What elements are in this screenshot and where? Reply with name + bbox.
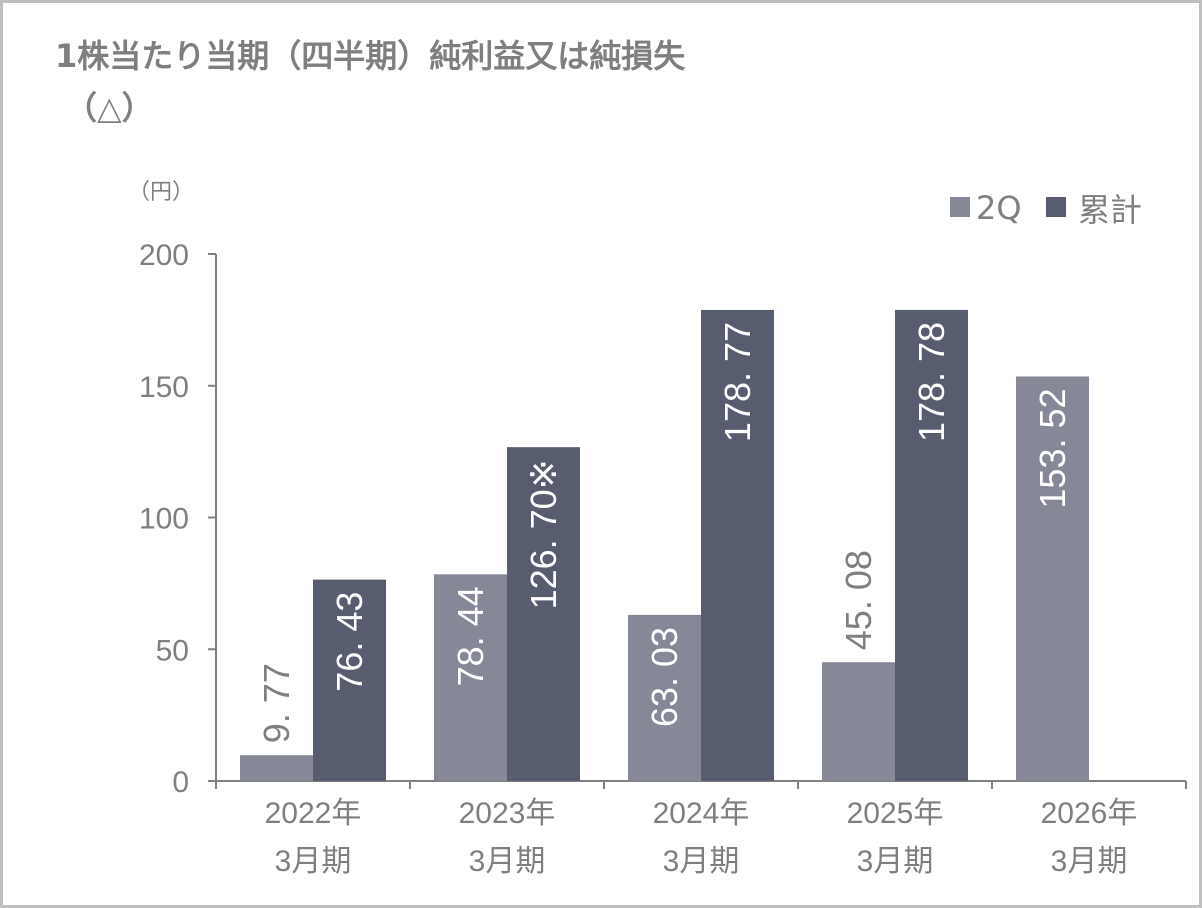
bar-cumulative: [701, 309, 774, 781]
data-label: 9. 77: [256, 663, 297, 743]
bar-cumulative: [895, 309, 968, 781]
bar-cumulative: [313, 579, 386, 781]
data-label: 178. 77: [717, 322, 758, 442]
bar-chart: 1株当たり当期（四半期）純利益又は純損失 （△） （円） 2Q 累計 0 50 10…: [55, 37, 1187, 878]
legend-swatch-2q: [950, 197, 970, 217]
x-tick-label: 2022年: [265, 797, 362, 830]
data-label: 78. 44: [450, 586, 491, 686]
x-tick-label: 2024年: [653, 797, 750, 830]
data-label: 126. 70※: [523, 459, 564, 609]
data-label: 76. 43: [329, 592, 370, 692]
x-tick-label: 3月期: [275, 845, 352, 878]
bar-2q: [1016, 376, 1089, 781]
bar-2q: [240, 755, 313, 781]
bar-2q: [822, 662, 895, 781]
bar-cumulative: [507, 447, 580, 781]
data-label: 153. 52: [1032, 388, 1073, 508]
chart-title-line-1: 1株当たり当期（四半期）純利益又は純損失: [55, 37, 686, 75]
legend-label-2q: 2Q: [976, 189, 1022, 227]
y-tick-label: 0: [172, 766, 189, 799]
x-tick-label: 3月期: [857, 845, 934, 878]
y-tick-label: 100: [139, 503, 189, 536]
x-tick-label: 2025年: [847, 797, 944, 830]
x-tick-label: 3月期: [469, 845, 546, 878]
data-label: 45. 08: [838, 550, 879, 650]
bar-2q: [434, 574, 507, 781]
x-tick-label: 2026年: [1041, 797, 1138, 830]
x-tick-label: 3月期: [1051, 845, 1128, 878]
y-tick-label: 150: [139, 371, 189, 404]
y-tick-label: 50: [156, 634, 189, 667]
x-tick-label: 3月期: [663, 845, 740, 878]
legend-label-cumulative: 累計: [1078, 191, 1142, 229]
y-tick-label: 200: [139, 239, 189, 272]
data-label: 63. 03: [644, 627, 685, 727]
data-label: 178. 78: [911, 322, 952, 442]
legend-swatch-cumulative: [1046, 197, 1066, 217]
y-axis-unit: （円）: [128, 180, 194, 205]
chart-title-line-2: （△）: [65, 89, 154, 127]
bar-2q: [628, 614, 701, 781]
x-tick-label: 2023年: [459, 797, 556, 830]
